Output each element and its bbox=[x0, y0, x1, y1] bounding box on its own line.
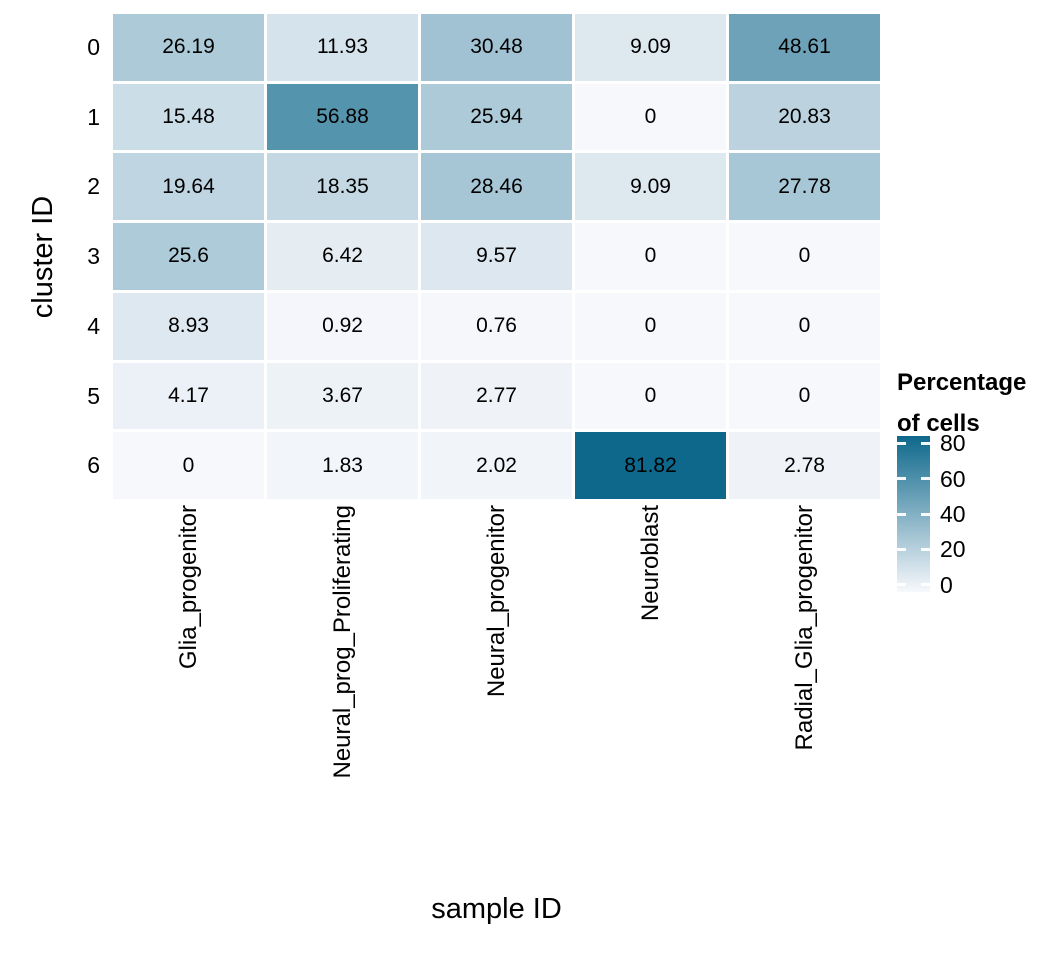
heatmap-cell: 0.76 bbox=[421, 292, 572, 360]
legend-tick-label: 60 bbox=[940, 465, 966, 492]
row-label: 5 bbox=[87, 382, 100, 409]
row-label: 3 bbox=[87, 243, 100, 270]
col-label: Neuroblast bbox=[636, 505, 664, 622]
legend-tick bbox=[921, 583, 930, 587]
heatmap-cell: 56.88 bbox=[267, 83, 418, 151]
legend-tick-label: 80 bbox=[940, 430, 966, 457]
heatmap-cell: 0 bbox=[575, 83, 726, 151]
x-axis-title: sample ID bbox=[431, 893, 562, 925]
heatmap-cell: 27.78 bbox=[729, 153, 880, 221]
heatmap-cell: 11.93 bbox=[267, 14, 418, 81]
legend-title-line1: Percentage bbox=[897, 369, 1027, 396]
legend-tick bbox=[897, 512, 906, 516]
heatmap-cell: 0 bbox=[729, 223, 880, 290]
heatmap-cell: 0 bbox=[729, 292, 880, 360]
heatmap-cell: 0 bbox=[575, 362, 726, 430]
legend-tick bbox=[897, 477, 906, 481]
row-label: 4 bbox=[87, 312, 100, 339]
heatmap-cell: 18.35 bbox=[267, 153, 418, 221]
legend-tick bbox=[921, 441, 930, 445]
heatmap-cell: 0 bbox=[575, 223, 726, 290]
heatmap-cell: 0.92 bbox=[267, 292, 418, 360]
heatmap-cell: 26.19 bbox=[113, 14, 264, 81]
heatmap-cell: 2.77 bbox=[421, 362, 572, 430]
heatmap-cell: 25.6 bbox=[113, 223, 264, 290]
heatmap-cell: 2.78 bbox=[729, 432, 880, 499]
col-label: Radial_Glia_progenitor bbox=[790, 505, 818, 751]
row-label: 1 bbox=[87, 103, 100, 130]
legend-title: Percentage of cells bbox=[897, 362, 1026, 444]
heatmap-cell: 81.82 bbox=[575, 432, 726, 499]
heatmap-panel: 26.19 11.93 30.48 9.09 48.61 15.48 56.88 25.94 0… bbox=[113, 14, 880, 499]
heatmap-cell: 20.83 bbox=[729, 83, 880, 151]
heatmap-cell: 9.57 bbox=[421, 223, 572, 290]
legend-tick-label: 40 bbox=[940, 501, 966, 527]
legend-tick bbox=[921, 547, 930, 551]
legend-tick bbox=[897, 547, 906, 551]
legend-title-line2: of cells bbox=[897, 410, 980, 437]
legend-tick bbox=[921, 477, 930, 481]
heatmap-cell: 30.48 bbox=[421, 14, 572, 81]
legend-tick bbox=[921, 512, 930, 516]
heatmap-cell: 2.02 bbox=[421, 432, 572, 499]
legend-tick bbox=[897, 441, 906, 445]
row-label: 6 bbox=[87, 452, 100, 479]
heatmap-cell: 1.83 bbox=[267, 432, 418, 499]
y-axis-title: cluster ID bbox=[27, 195, 59, 319]
heatmap-cell: 19.64 bbox=[113, 153, 264, 221]
heatmap-cell: 0 bbox=[729, 362, 880, 430]
heatmap-cell: 9.09 bbox=[575, 153, 726, 221]
heatmap-cell: 48.61 bbox=[729, 14, 880, 81]
col-label: Neural_prog_Proliferating bbox=[328, 505, 356, 779]
heatmap-cell: 8.93 bbox=[113, 292, 264, 360]
heatmap-cell: 28.46 bbox=[421, 153, 572, 221]
col-label: Glia_progenitor bbox=[174, 505, 202, 670]
heatmap-cell: 15.48 bbox=[113, 83, 264, 151]
legend-tick-label: 0 bbox=[940, 571, 953, 598]
heatmap-cell: 25.94 bbox=[421, 83, 572, 151]
row-label: 0 bbox=[87, 34, 100, 60]
heatmap-cell: 9.09 bbox=[575, 14, 726, 81]
heatmap-cell: 0 bbox=[113, 432, 264, 499]
heatmap-cell: 6.42 bbox=[267, 223, 418, 290]
heatmap-cell: 4.17 bbox=[113, 362, 264, 430]
legend-tick bbox=[897, 583, 906, 587]
legend-tick-label: 20 bbox=[940, 536, 966, 563]
col-label: Neural_progenitor bbox=[482, 505, 510, 698]
row-label: 2 bbox=[87, 173, 100, 200]
heatmap-cell: 0 bbox=[575, 292, 726, 360]
heatmap-cell: 3.67 bbox=[267, 362, 418, 430]
